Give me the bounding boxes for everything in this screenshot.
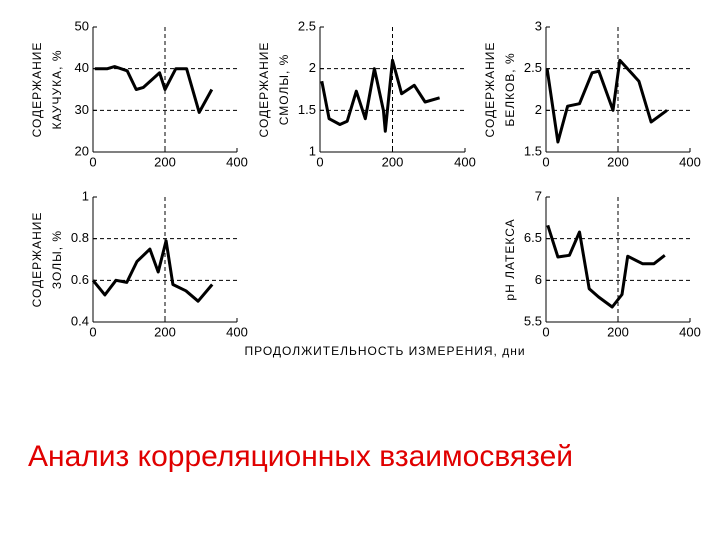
y-tick-label: 2.5: [298, 18, 316, 33]
y-tick-label: 1.5: [298, 102, 316, 117]
y-axis-label: СОДЕРЖАНИЕ: [257, 42, 271, 138]
y-axis-label: СМОЛЫ, %: [277, 54, 291, 126]
x-tick-label: 400: [454, 154, 476, 169]
y-tick-label: 1: [309, 143, 316, 158]
x-tick-label: 0: [89, 154, 96, 169]
y-tick-label: 30: [75, 102, 89, 117]
x-tick-label: 0: [89, 324, 96, 339]
x-tick-label: 400: [679, 324, 701, 339]
y-axis-label: ЗОЛЫ, %: [50, 230, 64, 289]
x-tick-label: 0: [316, 154, 323, 169]
y-tick-label: 0.4: [71, 313, 89, 328]
x-tick-label: 0: [542, 154, 549, 169]
y-axis-label: КАУЧУКА, %: [50, 49, 64, 129]
y-tick-label: 5.5: [524, 313, 542, 328]
x-axis-label: ПРОДОЛЖИТЕЛЬНОСТЬ ИЗМЕРЕНИЯ, дни: [244, 344, 525, 358]
data-line: [546, 224, 666, 309]
y-tick-label: 6.5: [524, 230, 542, 245]
x-tick-label: 400: [679, 154, 701, 169]
y-tick-label: 2: [309, 60, 316, 75]
x-tick-label: 200: [607, 324, 629, 339]
y-axis-label: СОДЕРЖАНИЕ: [30, 42, 44, 138]
data-line: [91, 239, 214, 303]
y-axis-label: СОДЕРЖАНИЕ: [30, 212, 44, 308]
x-tick-label: 0: [542, 324, 549, 339]
y-tick-label: 2.5: [524, 60, 542, 75]
data-line: [545, 58, 668, 144]
x-tick-label: 200: [382, 154, 404, 169]
x-tick-label: 400: [226, 154, 248, 169]
y-tick-label: 3: [535, 18, 542, 33]
y-axis-label: pH ЛАТЕКСА: [503, 218, 517, 300]
y-tick-label: 0.8: [71, 230, 89, 245]
y-axis-label: БЕЛКОВ, %: [503, 52, 517, 126]
data-line: [94, 65, 214, 114]
y-tick-label: 20: [75, 143, 89, 158]
x-tick-label: 200: [154, 324, 176, 339]
y-tick-label: 1: [82, 188, 89, 203]
y-tick-label: 0.6: [71, 272, 89, 287]
y-axis-label: СОДЕРЖАНИЕ: [483, 42, 497, 138]
y-tick-label: 2: [535, 102, 542, 117]
x-tick-label: 200: [607, 154, 629, 169]
caption: Анализ корреляционных взаимосвязей: [28, 440, 573, 473]
x-tick-label: 200: [154, 154, 176, 169]
y-tick-label: 50: [75, 18, 89, 33]
x-tick-label: 400: [226, 324, 248, 339]
y-tick-label: 1.5: [524, 143, 542, 158]
y-tick-label: 40: [75, 60, 89, 75]
y-tick-label: 6: [535, 272, 542, 287]
data-line: [320, 58, 441, 133]
y-tick-label: 7: [535, 188, 542, 203]
